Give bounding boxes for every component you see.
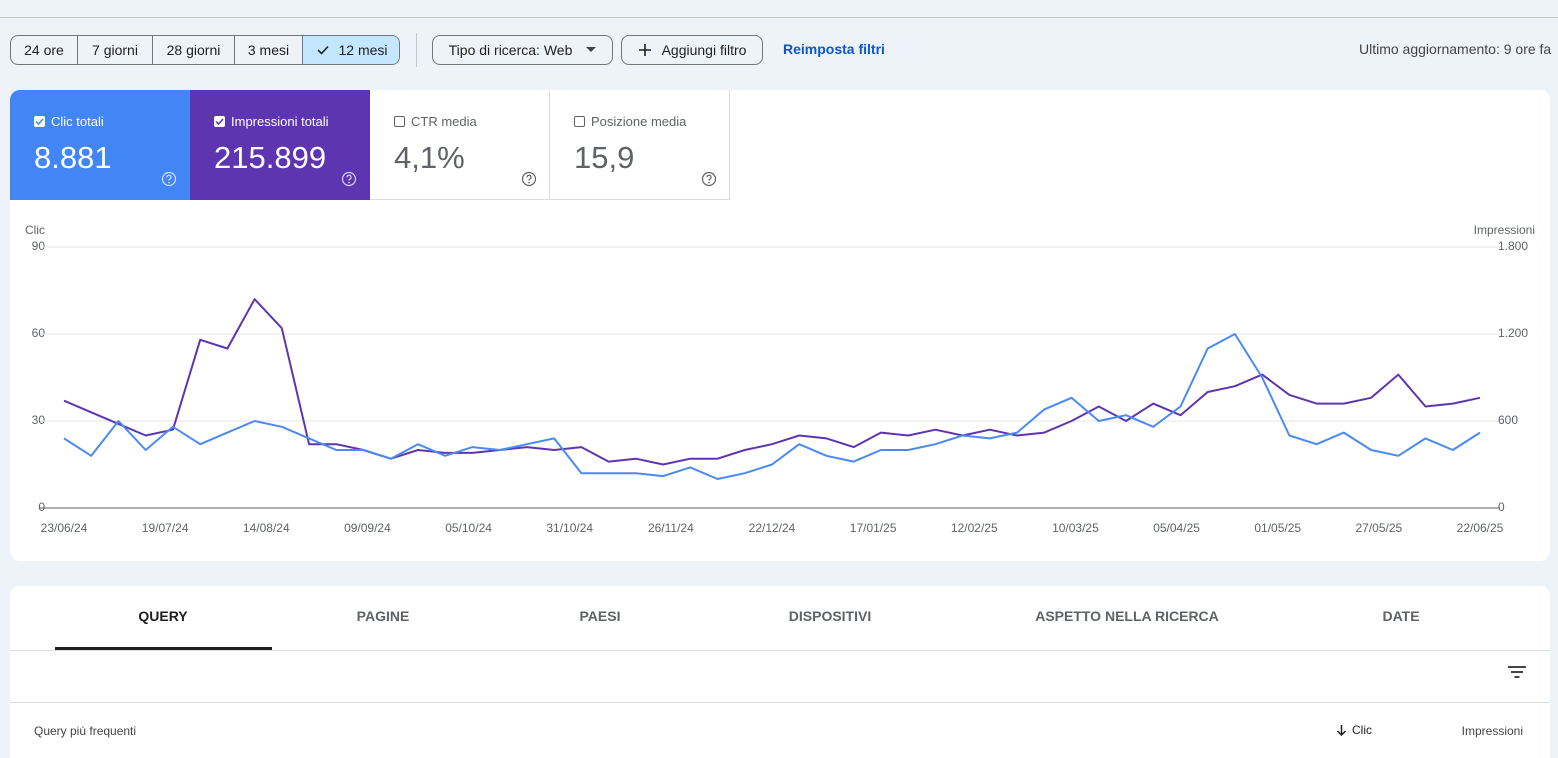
last-update: Ultimo aggiornamento: 9 ore fa	[1359, 41, 1552, 57]
x-tick-label: 22/12/24	[749, 521, 796, 535]
button-label: Aggiungi filtro	[661, 42, 747, 58]
check-icon	[317, 45, 330, 55]
y-tick-label: 0	[38, 500, 45, 514]
series-line	[63, 298, 1481, 466]
help-icon[interactable]	[521, 171, 537, 187]
table-panel	[10, 586, 1550, 758]
x-tick-label: 01/05/25	[1254, 521, 1301, 535]
y2-tick-label: 1.800	[1498, 239, 1528, 253]
chart: Clic Impressioni 0 30 60 90 0 600 1.200 1.800 23…	[25, 223, 1535, 535]
range-button[interactable]: 28 giorni	[153, 36, 235, 64]
y2-tick-label: 0	[1498, 500, 1505, 514]
tab[interactable]: DISPOSITIVI	[788, 608, 872, 624]
x-tick-label: 12/02/25	[951, 521, 998, 535]
metric-value: 4,1%	[394, 140, 465, 175]
metric-card[interactable]: Impressioni totali 215.899	[190, 90, 370, 200]
x-tick-label: 09/09/24	[344, 521, 391, 535]
reset-filters-link[interactable]: Reimposta filtri	[783, 41, 885, 57]
top-divider	[0, 17, 1558, 18]
x-tick-label: 05/10/24	[445, 521, 492, 535]
sort-arrow	[1336, 725, 1347, 736]
help-icon[interactable]	[161, 171, 177, 187]
metric-label: Impressioni totali	[231, 114, 329, 129]
y-tick-label: 90	[32, 239, 46, 253]
add-filter-button[interactable]: Aggiungi filtro	[621, 35, 763, 65]
metric-value: 15,9	[574, 140, 635, 175]
metric-label: Posizione media	[591, 114, 687, 129]
x-tick-label: 10/03/25	[1052, 521, 1099, 535]
x-tick-label: 19/07/24	[142, 521, 189, 535]
column-label: Clic	[1352, 723, 1372, 737]
tab-indicator	[55, 647, 272, 650]
tab[interactable]: PAGINE	[356, 608, 410, 624]
x-tick-label: 27/05/25	[1355, 521, 1402, 535]
column-header: Query più frequenti	[34, 724, 137, 738]
filter-icon[interactable]	[1507, 664, 1527, 680]
metric-value: 215.899	[214, 140, 327, 175]
y-tick-label: 60	[32, 326, 46, 340]
x-tick-label: 23/06/24	[41, 521, 88, 535]
checkbox-checked	[214, 116, 225, 127]
caret-icon	[586, 47, 597, 52]
series-line	[63, 333, 1481, 480]
tab[interactable]: DATE	[1382, 608, 1420, 624]
range-label: 12 mesi	[338, 42, 388, 58]
column-header-sorted[interactable]: Clic	[1336, 723, 1372, 737]
y2-axis-label: Impressioni	[1474, 223, 1535, 237]
dropdown-label: Tipo di ricerca: Web	[448, 42, 573, 58]
column-header[interactable]: Impressioni	[1461, 724, 1523, 738]
metric-label: CTR media	[411, 114, 477, 129]
range-group: 24 ore 7 giorni 28 giorni 3 mesi 12 mesi	[10, 35, 400, 65]
search-type-dropdown[interactable]: Tipo di ricerca: Web	[432, 35, 613, 65]
range-button[interactable]: 3 mesi	[235, 36, 303, 64]
y-tick-label: 30	[32, 413, 46, 427]
metric-card[interactable]: Clic totali 8.881	[10, 90, 190, 200]
tab[interactable]: ASPETTO NELLA RICERCA	[1035, 608, 1219, 624]
range-button[interactable]: 24 ore	[11, 36, 78, 64]
separator	[416, 33, 417, 67]
y2-tick-label: 600	[1498, 413, 1518, 427]
x-tick-label: 05/04/25	[1153, 521, 1200, 535]
divider	[10, 650, 1550, 651]
metric-value: 8.881	[34, 140, 112, 175]
checkbox-checked	[34, 116, 45, 127]
x-tick-label: 14/08/24	[243, 521, 290, 535]
x-tick-label: 22/06/25	[1457, 521, 1504, 535]
metric-label: Clic totali	[51, 114, 104, 129]
metric-card[interactable]: Posizione media 15,9	[550, 90, 730, 200]
checkbox	[574, 116, 585, 127]
checkbox	[394, 116, 405, 127]
x-tick-label: 31/10/24	[546, 521, 593, 535]
x-tick-label: 17/01/25	[850, 521, 897, 535]
metric-card[interactable]: CTR media 4,1%	[370, 90, 550, 200]
plus-icon	[638, 44, 651, 56]
y-axis-label: Clic	[25, 223, 45, 237]
range-button[interactable]: 7 giorni	[78, 36, 153, 64]
range-button-selected[interactable]: 12 mesi	[303, 36, 399, 64]
y2-tick-label: 1.200	[1498, 326, 1528, 340]
x-tick-label: 26/11/24	[648, 521, 694, 535]
help-icon[interactable]	[701, 171, 717, 187]
tab[interactable]: PAESI	[579, 608, 621, 624]
tab-selected[interactable]: QUERY	[138, 608, 188, 624]
help-icon[interactable]	[341, 171, 357, 187]
divider	[10, 702, 1550, 703]
